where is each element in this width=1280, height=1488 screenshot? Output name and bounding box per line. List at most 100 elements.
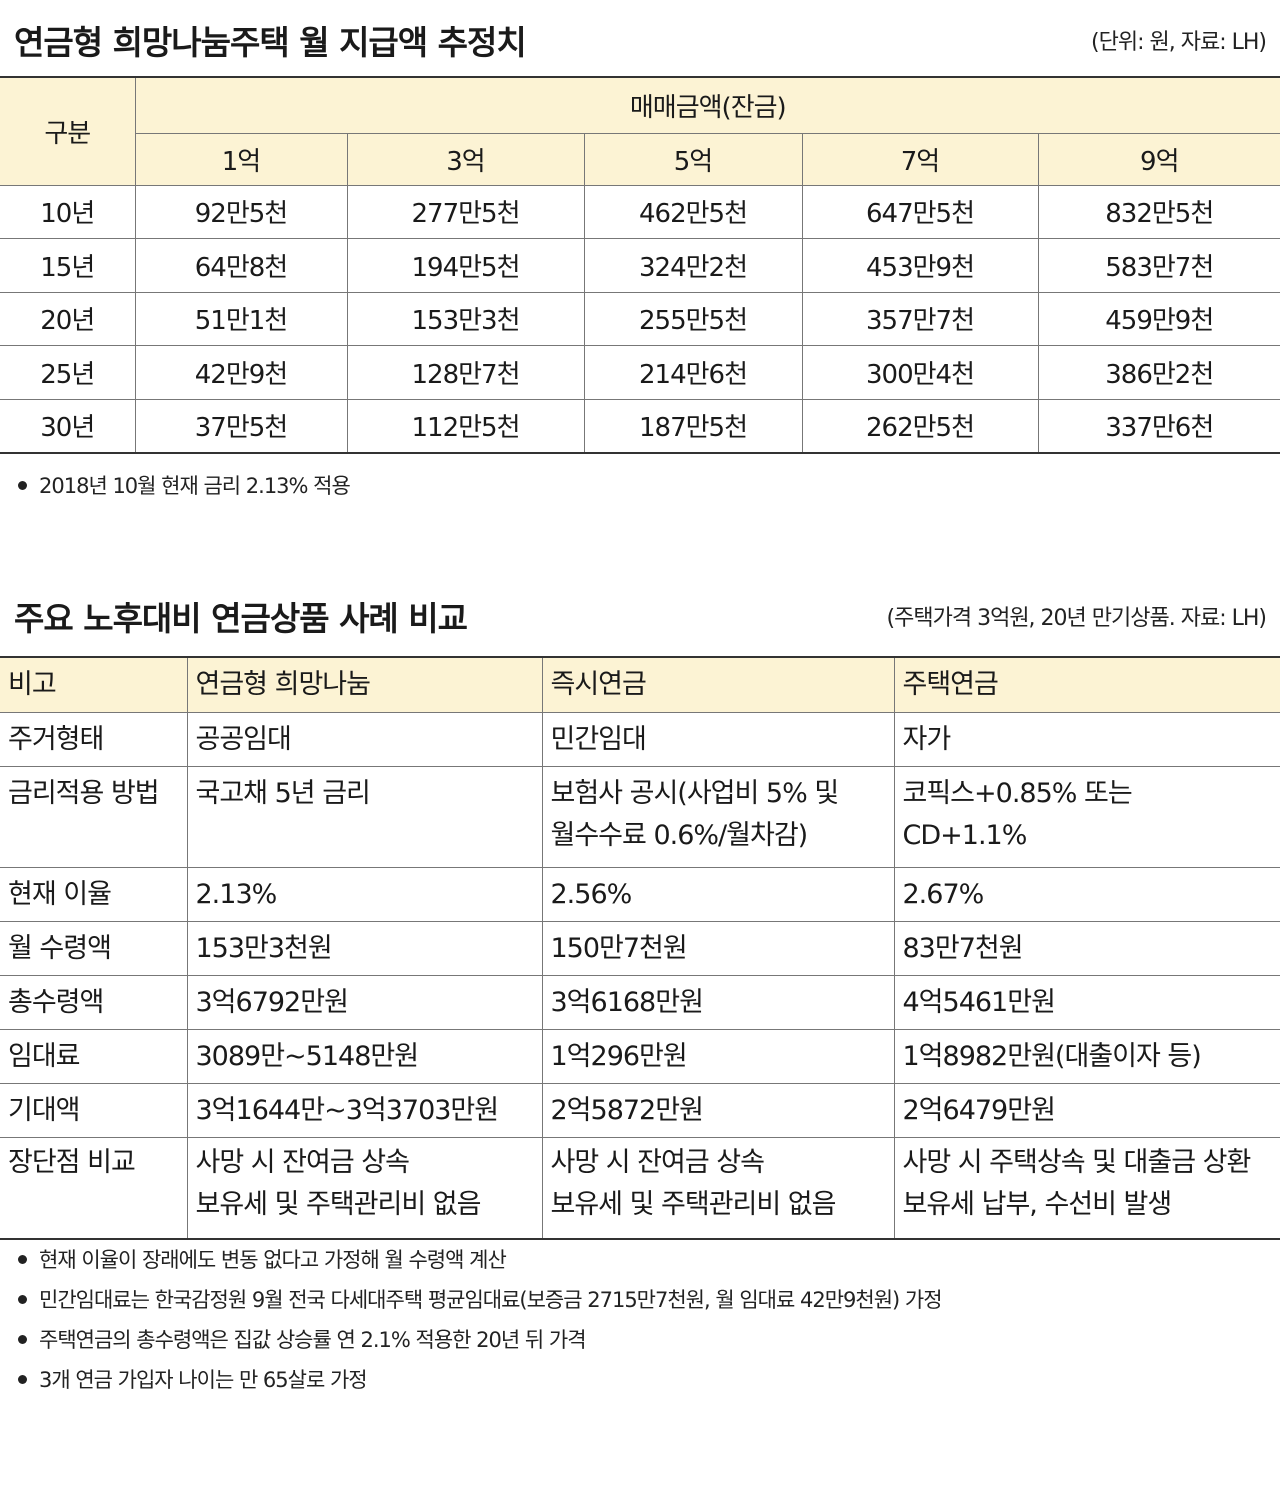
cell-line: 국고채 5년 금리 — [195, 778, 371, 809]
table-cell: 150만7천원 — [542, 921, 895, 976]
row-label: 주거형태 — [0, 712, 188, 767]
table-cell: 214만6천 — [584, 345, 803, 400]
note-item: 2018년 10월 현재 금리 2.13% 적용 — [18, 466, 351, 506]
note-item: 3개 연금 가입자 나이는 만 65살로 가정 — [18, 1360, 942, 1400]
cell-line: 보유세 납부, 수선비 발생 — [902, 1189, 1173, 1220]
table-cell: 사망 시 주택상속 및 대출금 상환 보유세 납부, 수선비 발생 — [894, 1138, 1280, 1240]
table-cell: 2억5872만원 — [542, 1083, 895, 1138]
cell-line: 보험사 공시(사업비 5% 및 — [550, 778, 840, 809]
table-cell: 153만3천 — [347, 292, 585, 346]
table-cell: 453만9천 — [802, 238, 1039, 293]
table-cell: 자가 — [894, 712, 1280, 767]
row-label: 월 수령액 — [0, 921, 188, 976]
bullet-icon — [18, 1334, 27, 1344]
table-cell: 300만4천 — [802, 345, 1039, 400]
table-cell: 4억5461만원 — [894, 975, 1280, 1030]
section2-title-row: 주요 노후대비 연금상품 사례 비교 (주택가격 3억원, 20년 만기상품. … — [0, 588, 1280, 638]
table-cell: 194만5천 — [347, 238, 585, 293]
row-label: 기대액 — [0, 1083, 188, 1138]
column-header: 연금형 희망나눔 — [187, 657, 543, 713]
cell-line: 사망 시 잔여금 상속 — [195, 1147, 410, 1178]
table-row: 임대료 3089만~5148만원 1억296만원 1억8982만원(대출이자 등… — [0, 1029, 1280, 1084]
table-row: 주거형태 공공임대 민간임대 자가 — [0, 712, 1280, 767]
table-cell: 국고채 5년 금리 — [187, 766, 543, 868]
corner-header: 구분 — [0, 77, 136, 186]
row-label: 10년 — [0, 185, 136, 239]
table-cell: 277만5천 — [347, 185, 585, 239]
table-cell: 민간임대 — [542, 712, 895, 767]
column-header: 주택연금 — [894, 657, 1280, 713]
table-row: 기대액 3억1644만~3억3703만원 2억5872만원 2억6479만원 — [0, 1083, 1280, 1138]
section2-notes: 현재 이율이 장래에도 변동 없다고 가정해 월 수령액 계산 민간임대료는 한… — [18, 1240, 943, 1400]
table-cell: 51만1천 — [135, 292, 348, 346]
cell-line: 월수수료 0.6%/월차감) — [550, 820, 809, 851]
table-cell: 324만2천 — [584, 238, 803, 293]
table-cell: 386만2천 — [1038, 345, 1280, 400]
cell-line: 보유세 및 주택관리비 없음 — [550, 1189, 837, 1220]
table-row: 총수령액 3억6792만원 3억6168만원 4억5461만원 — [0, 975, 1280, 1030]
note-text: 민간임대료는 한국감정원 9월 전국 다세대주택 평균임대료(보증금 2715만… — [39, 1288, 943, 1312]
table-cell: 112만5천 — [347, 399, 585, 453]
note-text: 2018년 10월 현재 금리 2.13% 적용 — [39, 474, 351, 498]
table-cell: 37만5천 — [135, 399, 348, 453]
table-subheader-row: 1억 3억 5억 7억 9억 — [0, 133, 1280, 186]
column-header: 비고 — [0, 657, 188, 713]
monthly-payment-table: 구분 매매금액(잔금) 1억 3억 5억 7억 9억 10년 92만5천 277… — [0, 76, 1280, 454]
table-cell: 1억8982만원(대출이자 등) — [894, 1029, 1280, 1084]
table-cell: 337만6천 — [1105, 413, 1214, 443]
table-cell: 255만5천 — [584, 292, 803, 346]
table-cell: 647만5천 — [802, 185, 1039, 239]
bullet-icon — [18, 1374, 27, 1384]
note-text: 주택연금의 총수령액은 집값 상승률 연 2.1% 적용한 20년 뒤 가격 — [39, 1328, 587, 1352]
table-row: 15년 64만8천 194만5천 324만2천 453만9천 583만7천 — [0, 238, 1280, 293]
table-cell: 코픽스+0.85% 또는 CD+1.1% — [894, 766, 1280, 868]
table-header-row: 비고 연금형 희망나눔 즉시연금 주택연금 — [0, 657, 1280, 713]
table-cell: 357만7천 — [802, 292, 1039, 346]
table-header-row: 구분 매매금액(잔금) — [0, 77, 1280, 186]
section1-title-row: 연금형 희망나눔주택 월 지급액 추정치 (단위: 원, 자료: LH) — [0, 10, 1280, 62]
group-header: 매매금액(잔금) — [135, 77, 1280, 134]
table-row: 10년 92만5천 277만5천 462만5천 647만5천 832만5천 — [0, 185, 1280, 239]
row-label: 장단점 비교 — [0, 1137, 188, 1239]
note-item: 현재 이율이 장래에도 변동 없다고 가정해 월 수령액 계산 — [18, 1240, 942, 1280]
cell-line: 보유세 및 주택관리비 없음 — [195, 1189, 482, 1220]
table-cell: 64만8천 — [135, 238, 348, 293]
row-label: 20년 — [0, 292, 136, 346]
row-label: 임대료 — [0, 1029, 188, 1084]
column-header: 9억 — [1038, 133, 1280, 186]
table-row: 월 수령액 153만3천원 150만7천원 83만7천원 — [0, 921, 1280, 976]
table-cell: 2.67% — [894, 867, 1280, 922]
table-cell: 583만7천 — [1038, 238, 1280, 293]
row-label: 현재 이율 — [0, 867, 188, 922]
bullet-icon — [18, 1254, 27, 1264]
table-cell: 128만7천 — [347, 345, 585, 400]
table-row: 현재 이율 2.13% 2.56% 2.67% — [0, 867, 1280, 922]
cell-line: CD+1.1% — [902, 820, 1028, 851]
table-cell: 3억6792만원 — [187, 975, 543, 1030]
section1-title: 연금형 희망나눔주택 월 지급액 추정치 — [14, 23, 527, 62]
table-cell: 2.13% — [187, 867, 543, 922]
table-row: 25년 42만9천 128만7천 214만6천 300만4천 386만2천 — [0, 345, 1280, 400]
row-label: 15년 — [0, 238, 136, 293]
table-cell: 83만7천원 — [894, 921, 1280, 976]
cell-line: 사망 시 잔여금 상속 — [550, 1147, 765, 1178]
note-text: 3개 연금 가입자 나이는 만 65살로 가정 — [39, 1368, 368, 1392]
bullet-icon — [18, 1294, 27, 1304]
table-cell: 2억6479만원 — [894, 1083, 1280, 1138]
table-cell: 153만3천원 — [187, 921, 543, 976]
row-label: 30년 — [0, 399, 136, 453]
column-header: 7억 — [802, 133, 1039, 186]
note-text: 현재 이율이 장래에도 변동 없다고 가정해 월 수령액 계산 — [39, 1248, 507, 1272]
table-cell: 42만9천 — [135, 345, 348, 400]
table-cell: 3089만~5148만원 — [187, 1029, 543, 1084]
table-cell: 2.56% — [542, 867, 895, 922]
bullet-icon — [18, 480, 27, 490]
table-cell: 3억1644만~3억3703만원 — [187, 1083, 543, 1138]
section2-source: (주택가격 3억원, 20년 만기상품. 자료: LH) — [886, 606, 1267, 631]
table-row: 20년 51만1천 153만3천 255만5천 357만7천 459만9천 — [0, 292, 1280, 346]
table-cell: 832만5천 — [1038, 185, 1280, 239]
table-row: 30년 37만5천 112만5천 187만5천 262만5천 337만6천 — [0, 399, 1280, 453]
